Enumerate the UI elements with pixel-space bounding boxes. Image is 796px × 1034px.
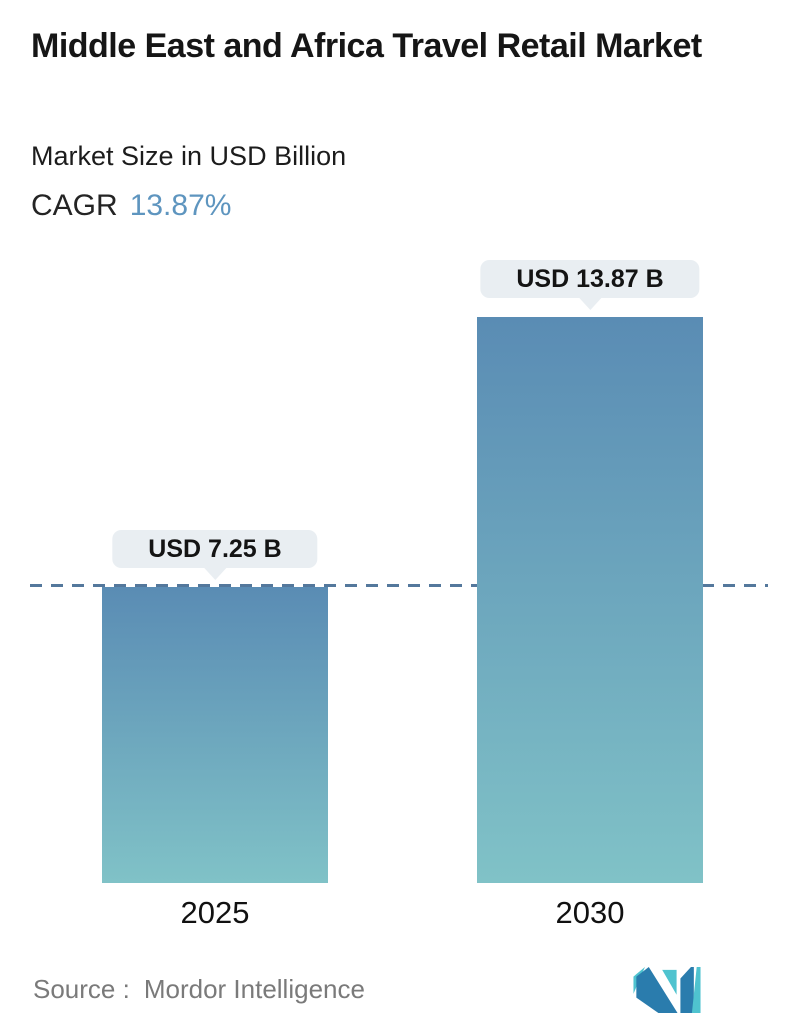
- bar-group-2030: USD 13.87 B 2030: [477, 240, 703, 930]
- cagr-row: CAGR 13.87%: [31, 189, 231, 223]
- value-tooltip-2025: USD 7.25 B: [112, 530, 318, 568]
- bar-2025: [102, 587, 328, 883]
- chart-subtitle: Market Size in USD Billion: [31, 141, 347, 171]
- bar-chart: USD 7.25 B 2025 USD 13.87 B 2030: [0, 240, 796, 930]
- mordor-intelligence-logo: [633, 967, 701, 1013]
- bar-group-2025: USD 7.25 B 2025: [102, 240, 328, 930]
- axis-label-2025: 2025: [180, 895, 250, 930]
- page-title: Middle East and Africa Travel Retail Mar…: [31, 27, 702, 65]
- reference-dashline: [30, 584, 768, 587]
- axis-label-2030: 2030: [555, 895, 625, 930]
- cagr-label: CAGR: [31, 189, 118, 222]
- source-line: Source : Mordor Intelligence: [33, 974, 365, 1005]
- source-label: Source :: [33, 974, 130, 1004]
- cagr-value: 13.87%: [129, 189, 232, 222]
- bar-2030: [477, 317, 703, 883]
- value-tooltip-2030: USD 13.87 B: [480, 260, 700, 298]
- source-name: Mordor Intelligence: [143, 974, 365, 1004]
